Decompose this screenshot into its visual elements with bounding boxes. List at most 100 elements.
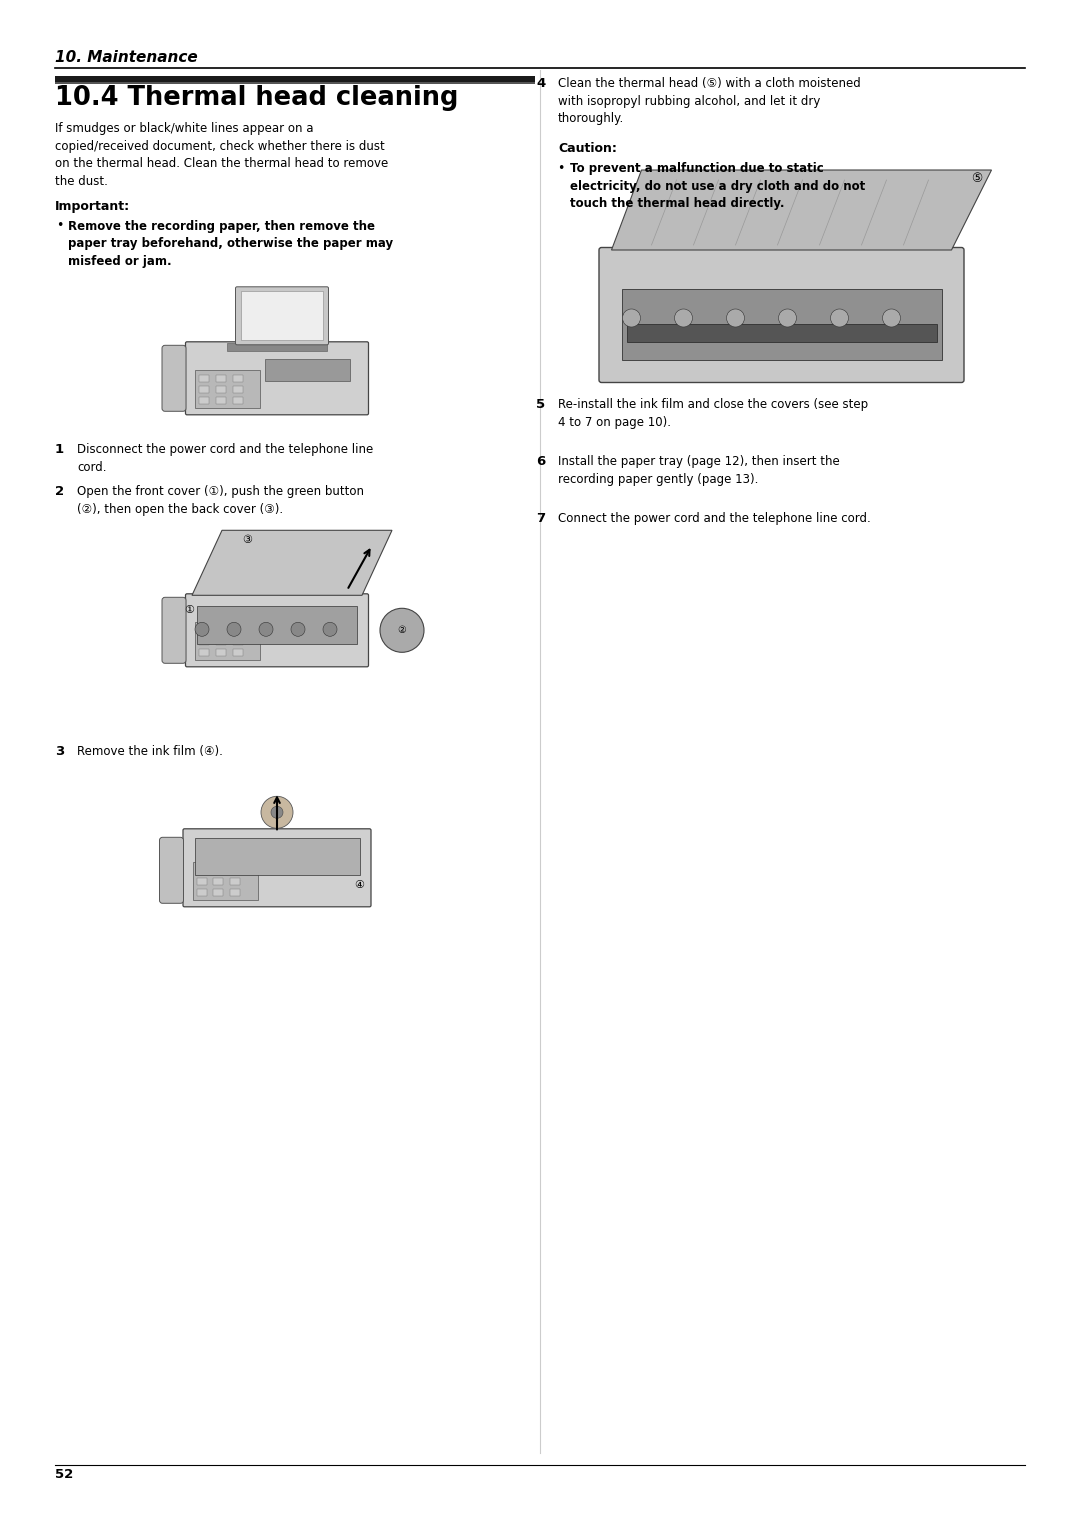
Text: 3: 3: [55, 746, 64, 758]
Circle shape: [259, 622, 273, 636]
Bar: [192, 862, 257, 900]
Bar: [233, 397, 243, 405]
Text: the dust.: the dust.: [55, 174, 108, 188]
Bar: [214, 889, 224, 897]
Text: •: •: [557, 162, 565, 176]
Text: misfeed or jam.: misfeed or jam.: [68, 255, 172, 267]
Text: To prevent a malfunction due to static: To prevent a malfunction due to static: [570, 162, 824, 176]
Text: Connect the power cord and the telephone line cord.: Connect the power cord and the telephone…: [558, 512, 870, 526]
Text: on the thermal head. Clean the thermal head to remove: on the thermal head. Clean the thermal h…: [55, 157, 388, 170]
Text: Open the front cover (①), push the green button: Open the front cover (①), push the green…: [77, 486, 364, 498]
FancyBboxPatch shape: [183, 828, 372, 906]
Bar: [194, 837, 360, 876]
Bar: [233, 376, 243, 382]
FancyBboxPatch shape: [235, 287, 328, 345]
Bar: [199, 628, 210, 634]
Text: ②: ②: [397, 625, 406, 636]
FancyBboxPatch shape: [186, 342, 368, 414]
Circle shape: [727, 309, 744, 327]
Circle shape: [882, 309, 901, 327]
Text: Remove the ink film (④).: Remove the ink film (④).: [77, 746, 222, 758]
Circle shape: [779, 309, 797, 327]
Bar: [199, 649, 210, 657]
Text: touch the thermal head directly.: touch the thermal head directly.: [570, 197, 784, 209]
Bar: [233, 639, 243, 645]
Text: thoroughly.: thoroughly.: [558, 112, 624, 125]
Bar: [216, 628, 226, 634]
Circle shape: [227, 622, 241, 636]
Circle shape: [291, 622, 305, 636]
FancyBboxPatch shape: [162, 597, 186, 663]
Bar: [195, 370, 260, 408]
Circle shape: [195, 622, 210, 636]
Text: Caution:: Caution:: [558, 142, 617, 154]
Text: ③: ③: [242, 535, 252, 545]
Circle shape: [261, 796, 293, 828]
Bar: [214, 868, 224, 874]
FancyBboxPatch shape: [160, 837, 184, 903]
Bar: [197, 605, 357, 645]
Text: 6: 6: [536, 455, 545, 468]
Text: If smudges or black/white lines appear on a: If smudges or black/white lines appear o…: [55, 122, 313, 136]
Bar: [216, 649, 226, 657]
Text: 5: 5: [536, 397, 545, 411]
Bar: [227, 344, 327, 351]
Bar: [199, 397, 210, 405]
Text: Remove the recording paper, then remove the: Remove the recording paper, then remove …: [68, 220, 375, 232]
Polygon shape: [611, 170, 991, 251]
Bar: [233, 628, 243, 634]
Text: •: •: [56, 219, 64, 232]
Bar: [265, 359, 350, 382]
Text: 10.4 Thermal head cleaning: 10.4 Thermal head cleaning: [55, 86, 458, 112]
Bar: [197, 868, 206, 874]
FancyBboxPatch shape: [599, 248, 964, 382]
Bar: [230, 868, 241, 874]
Text: (②), then open the back cover (③).: (②), then open the back cover (③).: [77, 503, 283, 516]
Text: 4: 4: [536, 76, 545, 90]
Text: with isopropyl rubbing alcohol, and let it dry: with isopropyl rubbing alcohol, and let …: [558, 95, 821, 107]
Text: ④: ④: [354, 880, 365, 891]
FancyBboxPatch shape: [186, 594, 368, 666]
Text: 4 to 7 on page 10).: 4 to 7 on page 10).: [558, 416, 671, 428]
Bar: [262, 851, 351, 874]
Text: electricity, do not use a dry cloth and do not: electricity, do not use a dry cloth and …: [570, 179, 865, 193]
Bar: [199, 639, 210, 645]
Text: paper tray beforehand, otherwise the paper may: paper tray beforehand, otherwise the pap…: [68, 237, 393, 251]
Circle shape: [831, 309, 849, 327]
Text: 2: 2: [55, 486, 64, 498]
Bar: [197, 889, 206, 897]
Text: ①: ①: [184, 605, 194, 616]
Text: Install the paper tray (page 12), then insert the: Install the paper tray (page 12), then i…: [558, 455, 840, 468]
Bar: [216, 397, 226, 405]
Circle shape: [675, 309, 692, 327]
Text: Re-install the ink film and close the covers (see step: Re-install the ink film and close the co…: [558, 397, 868, 411]
Text: Important:: Important:: [55, 200, 130, 214]
Bar: [626, 324, 936, 342]
Text: copied/received document, check whether there is dust: copied/received document, check whether …: [55, 139, 384, 153]
Bar: [55, 76, 535, 81]
Circle shape: [271, 807, 283, 819]
Bar: [216, 639, 226, 645]
Bar: [230, 889, 241, 897]
Text: 10. Maintenance: 10. Maintenance: [55, 50, 198, 66]
Bar: [216, 387, 226, 393]
Text: 52: 52: [55, 1468, 73, 1481]
Bar: [55, 83, 535, 84]
Text: cord.: cord.: [77, 461, 107, 474]
Bar: [195, 622, 260, 660]
Text: 7: 7: [536, 512, 545, 526]
Bar: [199, 376, 210, 382]
Bar: [233, 649, 243, 657]
Bar: [233, 387, 243, 393]
Text: Disconnect the power cord and the telephone line: Disconnect the power cord and the teleph…: [77, 443, 374, 457]
Circle shape: [323, 622, 337, 636]
Bar: [230, 879, 241, 885]
Bar: [265, 611, 350, 633]
Polygon shape: [192, 530, 392, 596]
Text: Clean the thermal head (⑤) with a cloth moistened: Clean the thermal head (⑤) with a cloth …: [558, 76, 861, 90]
Text: 1: 1: [55, 443, 64, 457]
FancyBboxPatch shape: [162, 345, 186, 411]
Bar: [216, 376, 226, 382]
Text: ⑤: ⑤: [971, 171, 982, 185]
Circle shape: [622, 309, 640, 327]
